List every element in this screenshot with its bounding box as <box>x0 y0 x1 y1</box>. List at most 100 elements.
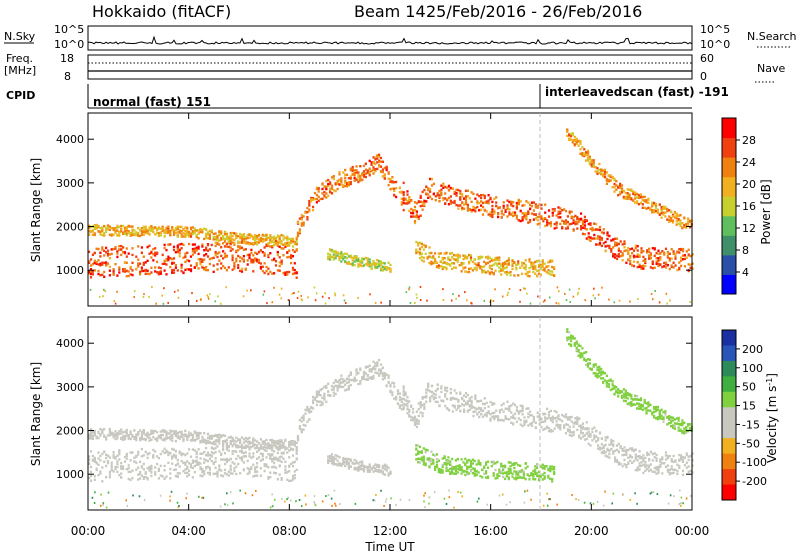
power-cell-2311 <box>342 253 345 256</box>
power-noise-105 <box>161 294 163 297</box>
power-cell-1833 <box>644 264 647 268</box>
power-cell-651 <box>156 232 159 235</box>
velocity-cell-164 <box>159 474 162 477</box>
power-noise-111 <box>214 300 217 303</box>
power-noise-70 <box>650 293 653 295</box>
velocity-cell-460 <box>276 451 279 455</box>
power-cell-1391 <box>461 208 464 211</box>
power-cell-471 <box>290 256 293 260</box>
power-cell-711 <box>180 233 183 236</box>
velocity-cell-1185 <box>378 368 381 371</box>
velocity-cell-1202 <box>385 373 388 376</box>
velocity-cell-51 <box>110 466 113 469</box>
power-cell-350 <box>235 249 238 253</box>
velocity-cell-1577 <box>549 409 552 413</box>
velocity-cell-387 <box>246 459 249 463</box>
power-cell-1814 <box>636 255 639 258</box>
velocity-cell-766 <box>203 432 206 435</box>
velocity-cell-1485 <box>506 417 509 421</box>
power-cell-1436 <box>480 194 483 197</box>
power-cell-200 <box>172 268 176 272</box>
power-cell-15 <box>91 262 94 266</box>
velocity-cell-950 <box>276 441 279 444</box>
velocity-cell-5 <box>88 455 91 458</box>
power-cell-1142 <box>357 173 360 176</box>
power-cell-993 <box>296 231 300 234</box>
power-noise-12 <box>537 295 539 298</box>
power-cell-699 <box>174 226 177 230</box>
velocity-cell-323 <box>220 458 223 461</box>
power-cell-1059 <box>327 178 330 182</box>
velocity-cell-641 <box>146 433 149 436</box>
velocity-cell-1320 <box>432 397 435 401</box>
power-cell-1762 <box>614 253 617 256</box>
velocity-cell-847 <box>235 444 238 447</box>
power-cell-2322 <box>346 262 349 265</box>
velocity-cell-197 <box>174 450 177 453</box>
power-cell-155 <box>154 254 157 257</box>
cpid-label: CPID <box>6 89 35 102</box>
power-cell-619 <box>142 230 145 234</box>
power-cell-579 <box>127 230 130 233</box>
velocity-cell-1486 <box>508 407 511 410</box>
power-cell-1760 <box>614 256 617 259</box>
velocity-cell-1024 <box>308 409 311 412</box>
power-cell-1696 <box>589 222 592 225</box>
power-cell-1347 <box>442 183 445 187</box>
power-cell-1670 <box>580 228 583 231</box>
power-cell-1869 <box>657 249 660 252</box>
power-noise-5 <box>592 294 595 297</box>
velocity-cell-1450 <box>487 405 490 408</box>
velocity-cell-1010 <box>302 416 305 420</box>
velocity-cell-1218 <box>393 397 396 400</box>
power-cell-1549 <box>527 201 530 204</box>
velocity-cell-1994 <box>441 471 444 474</box>
power-cell-1048 <box>323 195 326 199</box>
velocity-cell-1759 <box>623 453 626 456</box>
velocity-cell-1106 <box>344 389 347 392</box>
velocity-cell-1051 <box>319 388 322 392</box>
power-cell-210 <box>176 269 179 272</box>
power-cell-119 <box>137 265 140 268</box>
power-cell-764 <box>203 237 206 241</box>
freq-panel-frame <box>87 54 693 80</box>
power-cell-1286 <box>417 215 420 218</box>
power-cell-2223 <box>532 267 535 271</box>
power-cell-1285 <box>415 215 418 219</box>
velocity-cell-349 <box>229 464 232 467</box>
velocity-cell-1425 <box>476 407 479 411</box>
velocity-cell-729 <box>186 438 189 441</box>
power-cell-375 <box>244 268 247 271</box>
power-cell-1492 <box>502 201 505 204</box>
power-cell-1698 <box>589 223 592 226</box>
power-cell-514 <box>97 230 100 233</box>
power-cell-1784 <box>623 242 626 245</box>
power-cell-1792 <box>627 252 630 255</box>
power-cell-1199 <box>379 156 383 160</box>
power-cell-233 <box>186 268 189 271</box>
power-noise-64 <box>557 302 560 305</box>
power-cell-1441 <box>481 205 485 209</box>
velocity-cell-574 <box>116 431 119 435</box>
power-cell-150 <box>150 256 153 259</box>
power-cell-1160 <box>364 175 367 179</box>
power-cell-590 <box>131 233 134 236</box>
power-cell-1515 <box>513 211 517 214</box>
power-noise-69 <box>470 301 472 304</box>
velocity-cell-1284 <box>417 419 420 423</box>
power-cell-2200 <box>522 266 525 270</box>
power-cell-1145 <box>359 165 362 168</box>
power-cell-2061 <box>462 262 465 265</box>
power-noise-9 <box>116 290 118 293</box>
beam-label: Beam 14 <box>354 2 426 21</box>
velocity-cell-442 <box>269 476 272 479</box>
power-cell-2122 <box>488 266 491 270</box>
power-cell-633 <box>148 232 151 236</box>
velocity-cell-1790 <box>636 459 639 462</box>
power-cell-333 <box>229 249 232 252</box>
velocity-cell-1573 <box>547 411 551 414</box>
velocity-cell-1812 <box>644 456 647 460</box>
power-cell-855 <box>242 233 245 236</box>
velocity-cell-1519 <box>521 404 524 408</box>
power-cell-776 <box>208 236 211 239</box>
